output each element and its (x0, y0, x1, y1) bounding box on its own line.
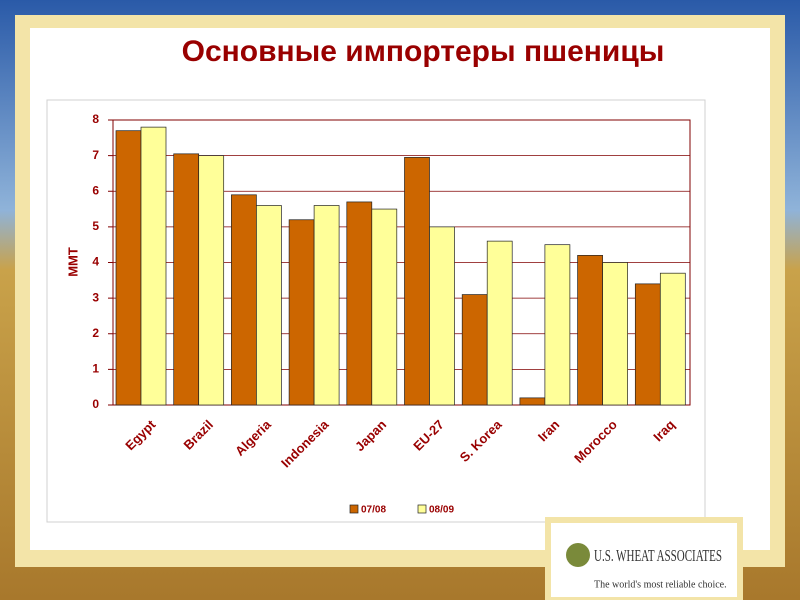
y-tick-label: 4 (92, 255, 99, 269)
logo-tagline: The world's most reliable choice. (594, 579, 727, 590)
bar (659, 272, 686, 406)
y-axis-label: MMT (65, 247, 80, 277)
bar (519, 397, 546, 406)
legend-swatch (349, 504, 359, 514)
bar (288, 219, 315, 406)
bar (115, 130, 142, 406)
bar (634, 283, 661, 406)
bar (256, 205, 282, 406)
plot-border (112, 119, 691, 406)
bar (602, 262, 628, 406)
bar (461, 294, 488, 406)
bar (486, 240, 513, 406)
legend-label: 07/08 (361, 505, 386, 516)
bar (313, 205, 340, 406)
y-tick-label: 3 (92, 290, 99, 304)
bar (371, 208, 398, 406)
logo-name: U.S. WHEAT ASSOCIATES (594, 546, 722, 565)
y-tick-label: 7 (92, 148, 99, 162)
y-tick-label: 5 (92, 219, 99, 233)
bar (404, 157, 430, 406)
legend-label: 08/09 (429, 505, 454, 516)
bar (231, 194, 257, 406)
y-tick-label: 2 (92, 326, 99, 340)
bar (346, 201, 373, 406)
logo-icon (566, 543, 590, 567)
bar (173, 153, 200, 406)
bar (577, 255, 603, 406)
y-tick-label: 6 (92, 183, 99, 197)
y-tick-label: 0 (92, 397, 99, 411)
bar (429, 226, 455, 406)
bar (544, 244, 571, 406)
bar (140, 126, 167, 406)
bar (198, 155, 225, 406)
chart-title: Основные импортеры пшеницы (182, 35, 665, 68)
legend-swatch (417, 504, 427, 514)
y-tick-label: 8 (92, 112, 99, 126)
y-tick-label: 1 (92, 362, 99, 376)
